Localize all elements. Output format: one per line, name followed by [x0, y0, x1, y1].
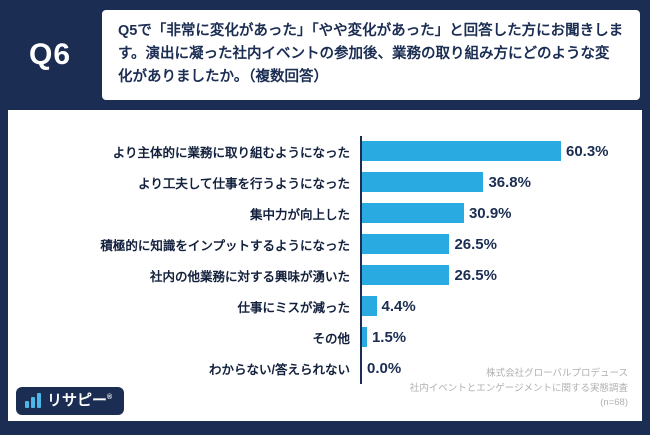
registered-mark: ®	[107, 394, 113, 401]
chart-row: 積極的に知識をインプットするようになった 26.5%	[8, 228, 642, 260]
chart-row: 集中力が向上した 30.9%	[8, 197, 642, 229]
question-text: Q5で「非常に変化があった」「やや変化があった」と回答した方にお聞きします。演出…	[102, 10, 640, 100]
bar-area: 1.5%	[360, 321, 642, 353]
bar	[362, 327, 367, 348]
bar-value: 36.8%	[488, 173, 531, 191]
bar	[362, 141, 561, 162]
chart-row: より工夫して仕事を行うようになった 36.8%	[8, 166, 642, 198]
bar-area: 4.4%	[360, 290, 642, 322]
bar-area: 26.5%	[360, 259, 642, 291]
bar-label: わからない/答えられない	[209, 362, 350, 377]
logo-text: リサピー®	[47, 392, 113, 409]
bar-label: より主体的に業務に取り組むようになった	[112, 145, 350, 160]
question-header: Q6 Q5で「非常に変化があった」「やや変化があった」と回答した方にお聞きします…	[8, 10, 642, 100]
question-number: Q6	[28, 37, 72, 71]
chart-row: 社内の他業務に対する興味が湧いた 26.5%	[8, 259, 642, 291]
survey-credit: 株式会社グローバルプロデュース 社内イベントとエンゲージメントに関する実態調査 …	[410, 367, 628, 411]
bar-label: 集中力が向上した	[249, 207, 350, 222]
chart-row: わからない/答えられない 0.0%	[8, 352, 642, 384]
chart-panel: より主体的に業務に取り組むようになった 60.3% より工夫して仕事を行うようになっ…	[8, 109, 642, 421]
bar	[362, 234, 450, 255]
chart-row: 仕事にミスが減った 4.4%	[8, 290, 642, 322]
bar-area: 26.5%	[360, 228, 642, 260]
bar-value: 60.3%	[565, 142, 609, 160]
credit-line: (n=68)	[600, 397, 628, 409]
bar	[362, 296, 377, 317]
bar-value: 26.5%	[454, 235, 497, 253]
credit-line: 社内イベントとエンゲージメントに関する実態調査	[409, 382, 628, 394]
chart-rows: より主体的に業務に取り組むようになった 60.3% より工夫して仕事を行うようになっ…	[8, 135, 642, 384]
bar-label: その他	[312, 331, 350, 346]
bar-chart-icon	[25, 392, 41, 408]
bar-value: 26.5%	[454, 266, 497, 284]
bar-value: 4.4%	[381, 297, 416, 315]
bar	[362, 172, 484, 193]
chart-row: その他 1.5%	[8, 321, 642, 353]
bar-label: 社内の他業務に対する興味が湧いた	[149, 269, 350, 284]
bar-value: 1.5%	[371, 328, 407, 346]
credit-line: 株式会社グローバルプロデュース	[486, 367, 628, 379]
risapi-logo: リサピー®	[16, 387, 125, 415]
bar-area: 30.9%	[360, 197, 642, 229]
bar-label: より工夫して仕事を行うようになった	[138, 176, 350, 191]
bar-label: 積極的に知識をインプットするようになった	[100, 238, 350, 253]
bar-value: 30.9%	[468, 204, 512, 222]
bar-value: 0.0%	[367, 359, 402, 377]
bar-area: 60.3%	[360, 135, 642, 167]
chart-row: より主体的に業務に取り組むようになった 60.3%	[8, 135, 642, 167]
bar	[362, 265, 450, 286]
bar-area: 36.8%	[360, 166, 642, 198]
bar-area: 0.0%	[360, 352, 642, 384]
bar-label: 仕事にミスが減った	[237, 300, 350, 315]
bar	[362, 203, 464, 224]
